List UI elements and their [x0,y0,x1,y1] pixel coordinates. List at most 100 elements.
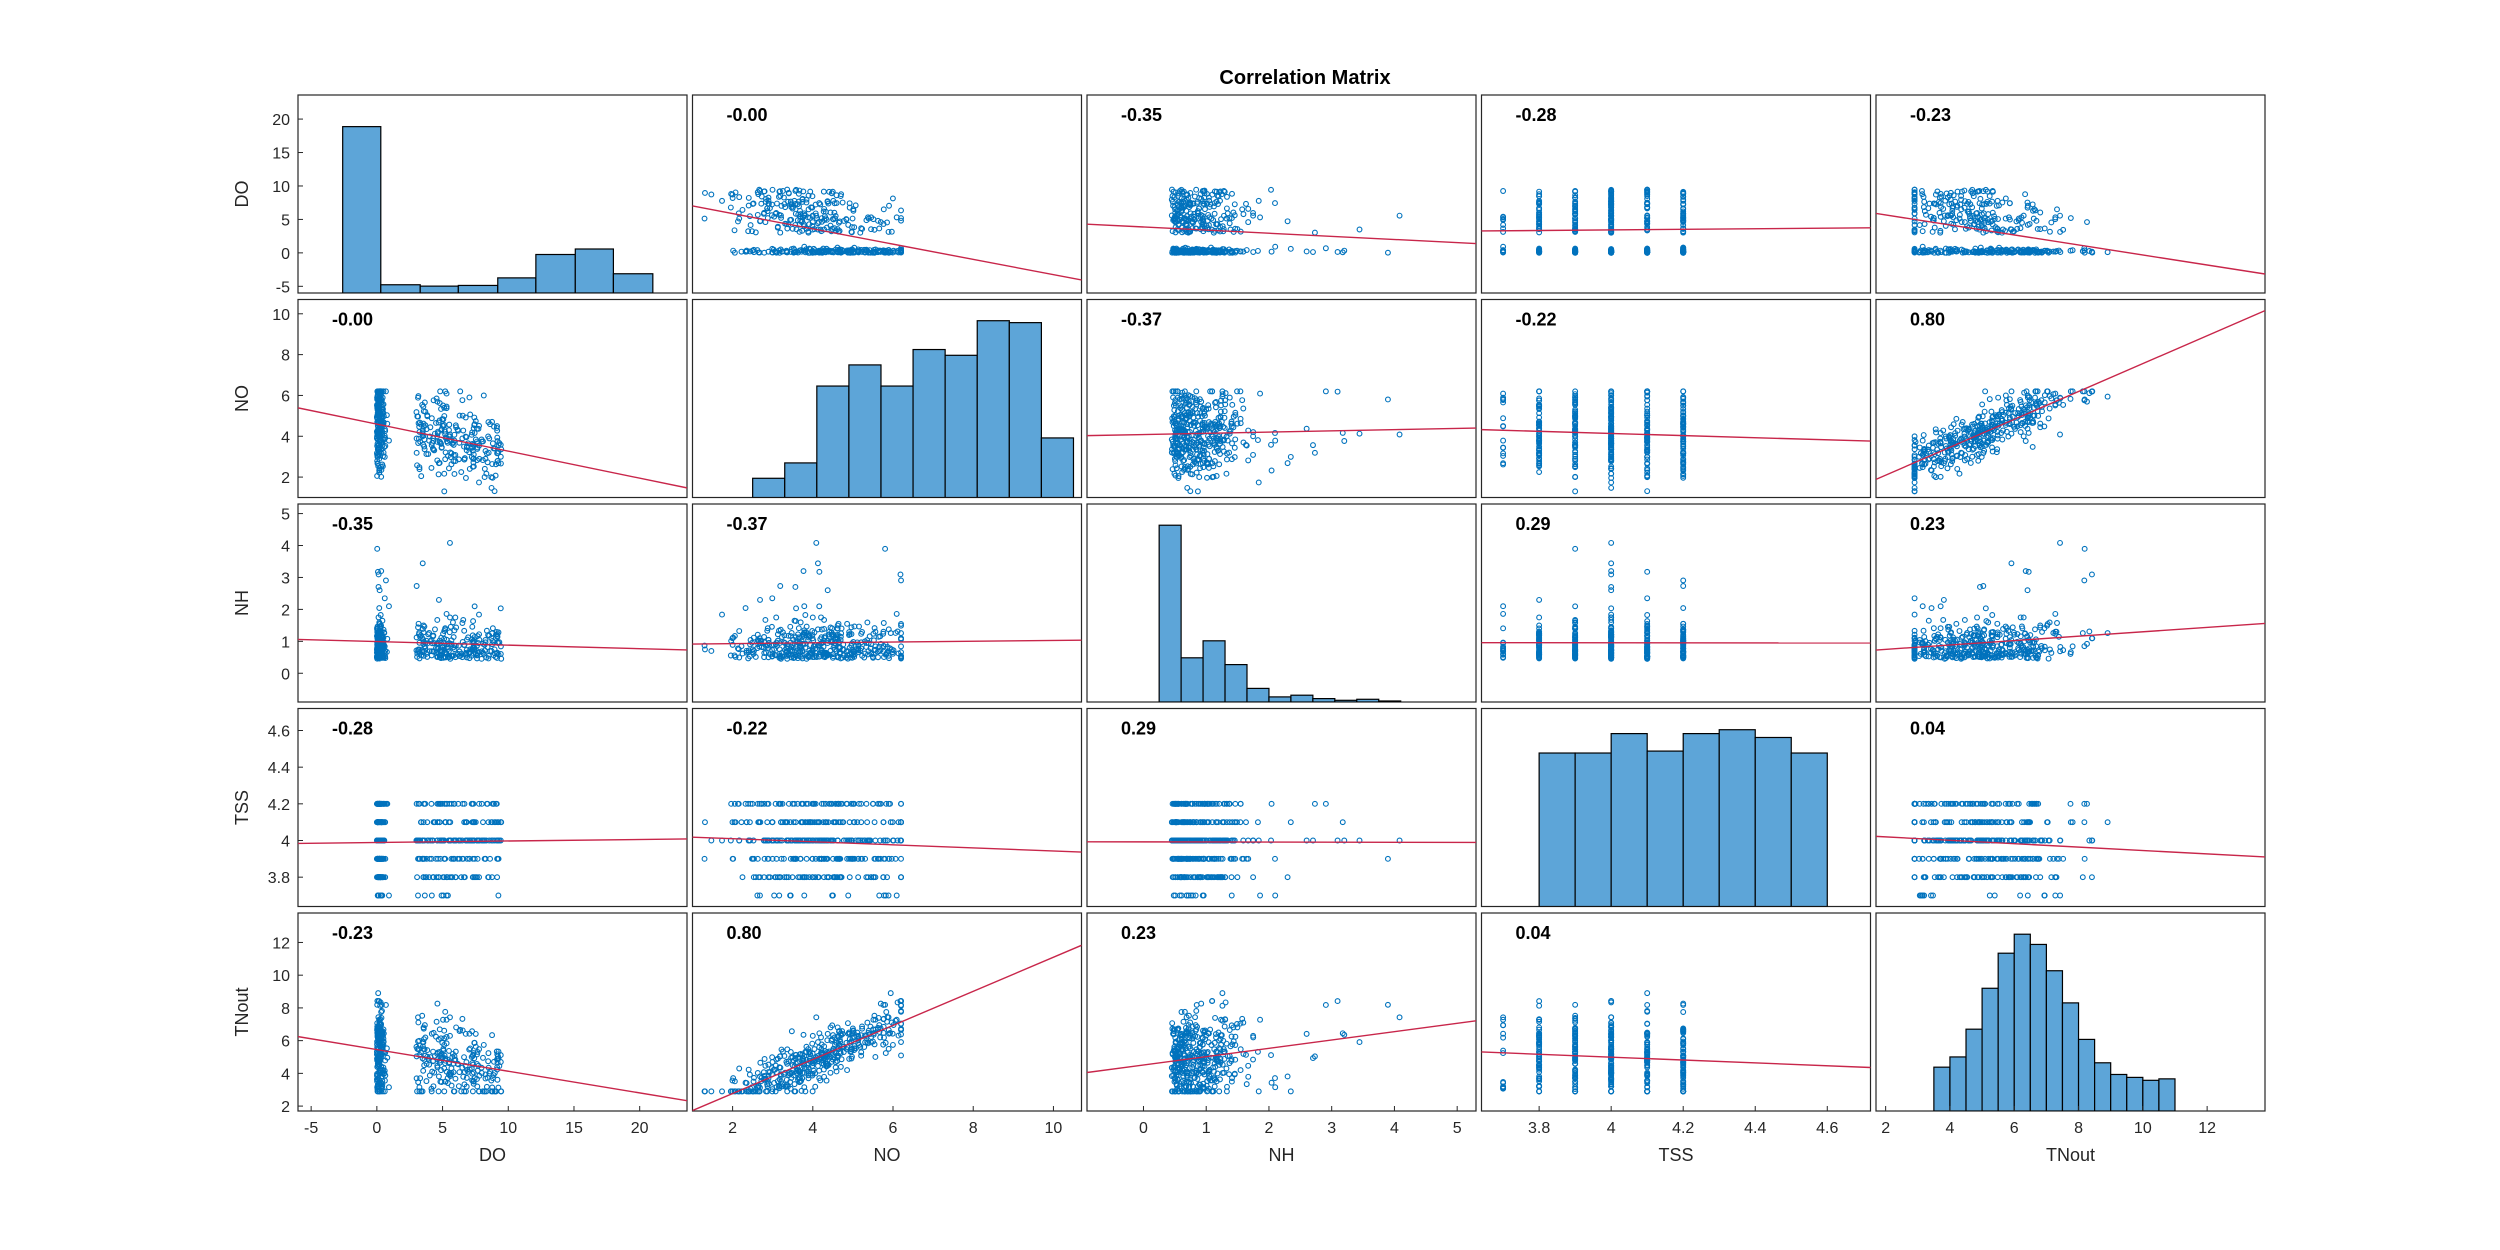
scatter-point [1206,204,1213,210]
scatter-point [1226,394,1233,401]
scatter-point [2084,219,2090,225]
scatter-point [1608,568,1615,574]
scatter-point [1971,248,1978,255]
scatter-point [438,647,445,654]
scatter-point [803,623,810,630]
scatter-point [1608,403,1615,410]
scatter-point [435,419,442,426]
histogram-bar [1312,698,1336,702]
scatter-point [1171,204,1178,211]
scatter-point [374,435,380,442]
scatter-point [764,627,771,634]
scatter-point [731,227,738,234]
scatter-point [1179,427,1185,434]
scatter-point [1217,451,1223,457]
scatter-point [1970,221,1977,228]
scatter-point [2020,433,2027,440]
cell-NH-NH [1086,503,1477,703]
scatter-point [824,198,831,205]
chart-title: Correlation Matrix [1219,67,1390,89]
scatter-point [1926,200,1933,207]
scatter-point [1219,391,1226,398]
scatter-point [1608,201,1615,208]
scatter-point [2024,221,2031,228]
scatter-point [374,458,381,464]
scatter-point [1964,200,1971,207]
scatter-point [773,614,780,621]
scatter-point [1536,406,1543,412]
scatter-point [1644,595,1651,602]
scatter-point [1956,628,1963,634]
scatter-point [1339,249,1346,256]
scatter-point [1572,619,1579,626]
cell-plot [1481,539,1871,662]
scatter-point [754,211,761,218]
scatter-point [1229,401,1236,408]
scatter-point [441,413,448,419]
scatter-point [1237,415,1244,422]
scatter-point [1223,205,1230,212]
scatter-point [1954,465,1961,472]
scatter-point [1203,424,1210,431]
scatter-point [778,202,785,209]
scatter-point [2057,539,2063,546]
scatter-point [379,463,386,470]
scatter-point [841,248,847,255]
scatter-point [1680,408,1687,415]
scatter-point [1680,633,1687,640]
cell-frame [691,94,1083,294]
scatter-point [452,458,459,464]
scatter-point [1993,449,2000,456]
scatter-point [1222,401,1229,408]
scatter-point [426,433,433,440]
scatter-point [1608,643,1615,649]
scatter-point [1180,467,1187,473]
scatter-point [443,650,450,657]
scatter-point [1981,220,1988,227]
correlation-label: -0.28 [1516,105,1557,125]
scatter-point [2000,412,2007,418]
scatter-point [898,653,904,660]
scatter-point [1608,401,1615,408]
scatter-point [1232,412,1239,419]
scatter-point [890,247,897,254]
scatter-point [494,631,501,638]
scatter-point [376,605,383,611]
histogram-bar [848,364,882,498]
scatter-point [1536,248,1543,255]
scatter-point [1644,204,1651,211]
scatter-point [2009,624,2016,631]
scatter-point [1944,213,1951,220]
scatter-point [1930,439,1937,446]
scatter-point [375,614,382,621]
scatter-point [833,648,840,655]
fit-line [298,407,687,489]
scatter-point [437,648,444,655]
scatter-point [1184,484,1191,491]
scatter-point [857,647,864,654]
scatter-point [428,464,435,471]
scatter-point [832,213,839,219]
scatter-point [1644,419,1651,426]
scatter-point [898,207,904,214]
scatter-point [1680,605,1687,611]
scatter-point [1217,435,1224,442]
scatter-point [880,620,887,626]
scatter-point [837,193,844,200]
scatter-point [1572,635,1579,642]
scatter-point [1200,464,1207,471]
scatter-point [730,247,737,254]
scatter-point [1974,614,1981,621]
scatter-point [736,194,743,201]
y-tick-label: 6 [281,388,290,405]
scatter-point [820,188,827,195]
scatter-point [1195,210,1202,217]
scatter-point [877,219,884,225]
scatter-point [471,414,478,421]
scatter-point [1384,396,1391,403]
scatter-point [749,201,756,207]
scatter-point [1500,228,1507,235]
scatter-point [859,652,866,659]
scatter-point [2046,228,2053,235]
